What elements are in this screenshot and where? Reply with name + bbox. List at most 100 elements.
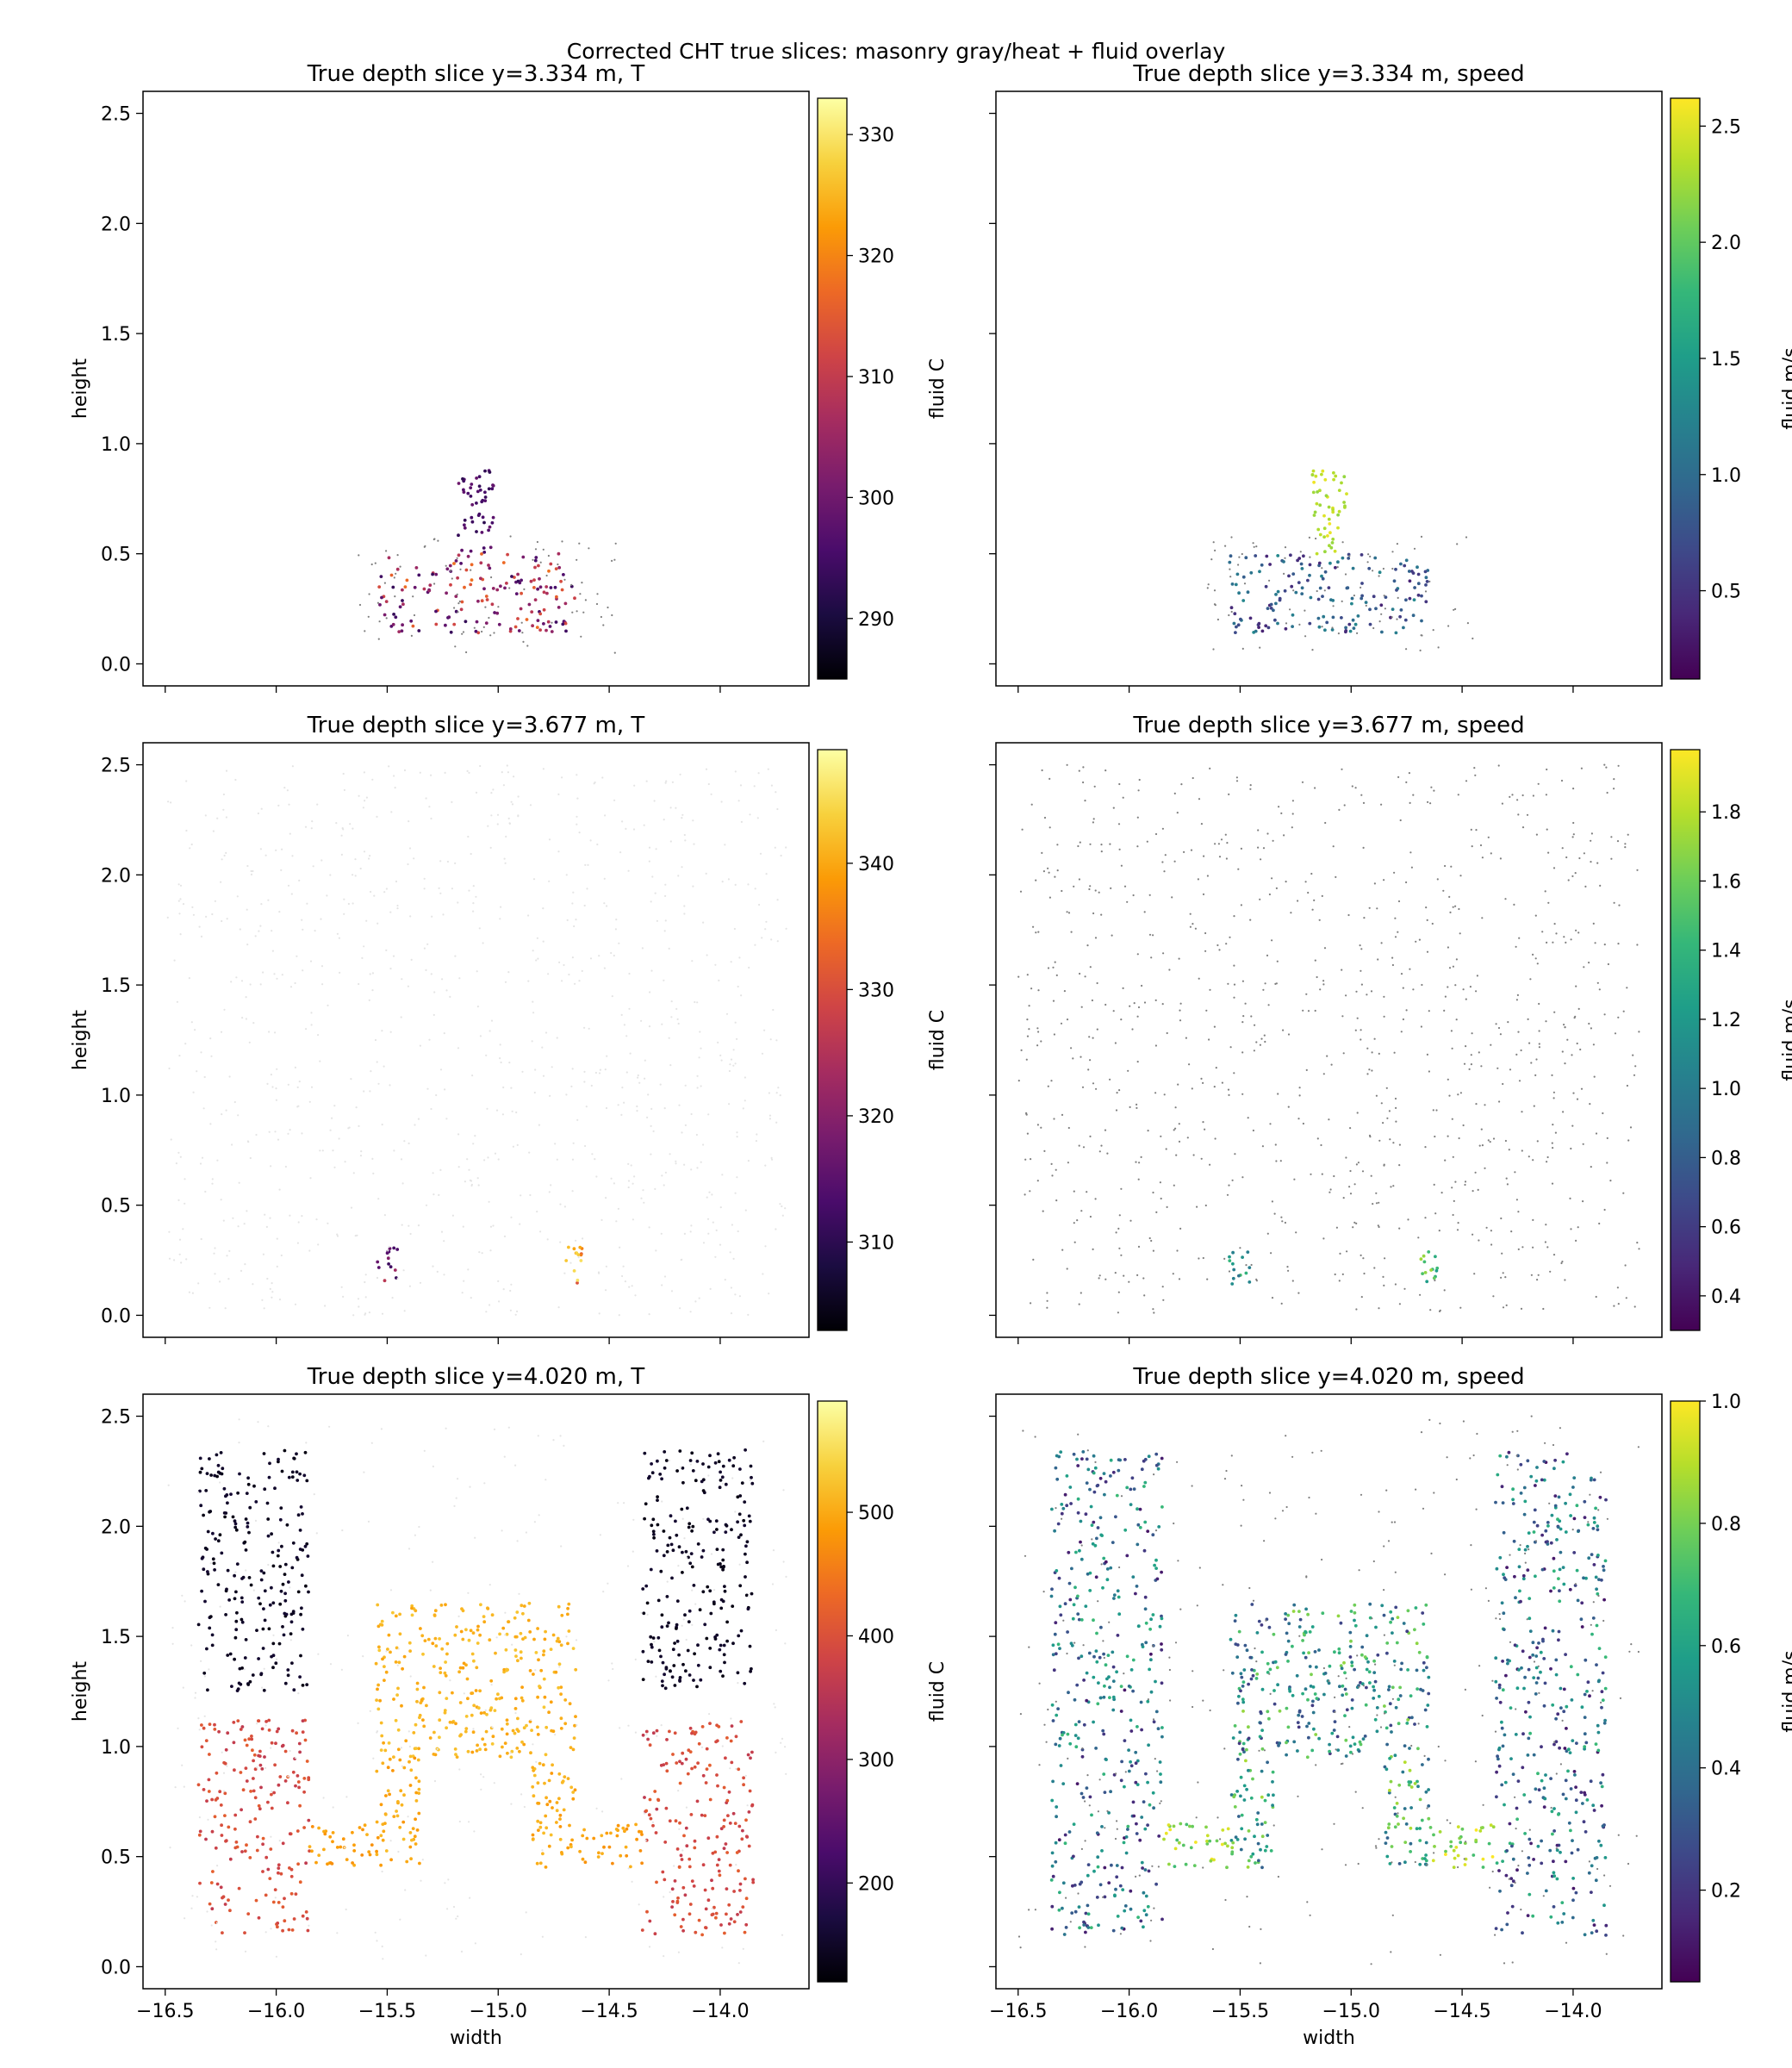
fluid-point (1552, 1874, 1557, 1878)
fluid-point (522, 1742, 526, 1747)
masonry-point (1638, 1248, 1640, 1250)
masonry-point (167, 1484, 170, 1486)
fluid-point (240, 1850, 244, 1853)
masonry-point (1377, 958, 1379, 961)
fluid-point (247, 1737, 252, 1741)
fluid-point (681, 1571, 684, 1574)
fluid-point (567, 1629, 571, 1633)
masonry-point (268, 1131, 271, 1133)
fluid-point (250, 1735, 253, 1738)
masonry-point (563, 1272, 566, 1274)
masonry-point (644, 1077, 646, 1080)
masonry-point (1243, 582, 1247, 585)
masonry-point (1138, 1162, 1141, 1164)
masonry-point (1043, 1149, 1046, 1152)
fluid-point (233, 1827, 237, 1831)
masonry-point (1179, 1002, 1182, 1005)
fluid-point (653, 1790, 657, 1793)
masonry-point (1192, 776, 1194, 780)
masonry-point (245, 996, 247, 999)
plot-area-frame (995, 90, 1663, 687)
fluid-point (513, 1697, 518, 1701)
fluid-point (449, 630, 453, 634)
masonry-point (1409, 801, 1411, 805)
fluid-point (270, 1585, 273, 1590)
fluid-point (1494, 1500, 1497, 1504)
fluid-point (1325, 620, 1329, 625)
masonry-point (719, 1243, 722, 1246)
fluid-point (1344, 626, 1347, 630)
fluid-point (1591, 1803, 1596, 1808)
masonry-point (625, 1071, 628, 1074)
masonry-point (586, 888, 588, 890)
masonry-point (446, 860, 450, 863)
fluid-point (1234, 631, 1237, 634)
masonry-point (1610, 857, 1613, 860)
fluid-point (1580, 1625, 1584, 1629)
fluid-point (655, 1880, 658, 1884)
fluid-point (1102, 1472, 1106, 1475)
fluid-point (306, 1554, 310, 1558)
masonry-point (1362, 1257, 1365, 1260)
fluid-point (445, 591, 448, 595)
fluid-point (1558, 1599, 1562, 1604)
fluid-point (681, 1917, 685, 1922)
fluid-point (408, 1754, 413, 1759)
masonry-point (457, 1615, 460, 1617)
masonry-point (539, 561, 542, 564)
masonry-point (521, 632, 524, 634)
fluid-point (1124, 1851, 1129, 1855)
masonry-point (438, 887, 440, 889)
masonry-point (731, 1224, 734, 1226)
masonry-point (1270, 1252, 1272, 1255)
masonry-point (1291, 800, 1294, 802)
fluid-point (1558, 1746, 1561, 1750)
fluid-point (503, 586, 507, 590)
masonry-point (1275, 982, 1278, 985)
masonry-point (1595, 1295, 1597, 1299)
masonry-point (598, 1072, 601, 1074)
masonry-point (710, 1553, 713, 1555)
fluid-point (731, 1604, 735, 1608)
masonry-point (770, 938, 773, 941)
fluid-point (744, 1922, 749, 1927)
fluid-point (1511, 1772, 1515, 1777)
masonry-point (296, 1106, 299, 1108)
fluid-point (520, 1740, 524, 1744)
masonry-point (1028, 1005, 1030, 1007)
masonry-point (1617, 764, 1620, 767)
masonry-point (183, 1785, 185, 1788)
colorbar (1670, 97, 1701, 680)
fluid-point (661, 1684, 664, 1688)
fluid-point (1154, 1463, 1159, 1467)
fluid-point (1310, 473, 1315, 477)
masonry-point (271, 1291, 274, 1293)
fluid-point (700, 1725, 705, 1729)
fluid-point (1268, 563, 1272, 566)
fluid-point (277, 1871, 280, 1875)
fluid-point (712, 1602, 716, 1606)
masonry-point (666, 1580, 669, 1583)
fluid-point (1134, 1780, 1138, 1785)
fluid-point (1517, 1668, 1521, 1672)
fluid-point (1518, 1589, 1521, 1593)
masonry-point (449, 1679, 451, 1682)
fluid-point (1549, 1541, 1553, 1545)
fluid-point (1328, 522, 1332, 526)
fluid-point (737, 1535, 741, 1539)
fluid-point (701, 1773, 706, 1778)
masonry-point (196, 1896, 198, 1898)
fluid-point (663, 1686, 668, 1691)
masonry-point (1328, 1118, 1330, 1121)
masonry-point (477, 1184, 480, 1187)
masonry-point (1480, 1128, 1483, 1131)
fluid-point (1284, 626, 1288, 631)
masonry-point (433, 582, 436, 585)
fluid-point (1589, 1779, 1593, 1784)
fluid-point (322, 1847, 326, 1852)
masonry-point (168, 1067, 171, 1070)
fluid-point (1076, 1497, 1080, 1501)
masonry-point (1126, 900, 1129, 903)
fluid-point (1574, 1785, 1577, 1790)
masonry-point (211, 1178, 214, 1180)
